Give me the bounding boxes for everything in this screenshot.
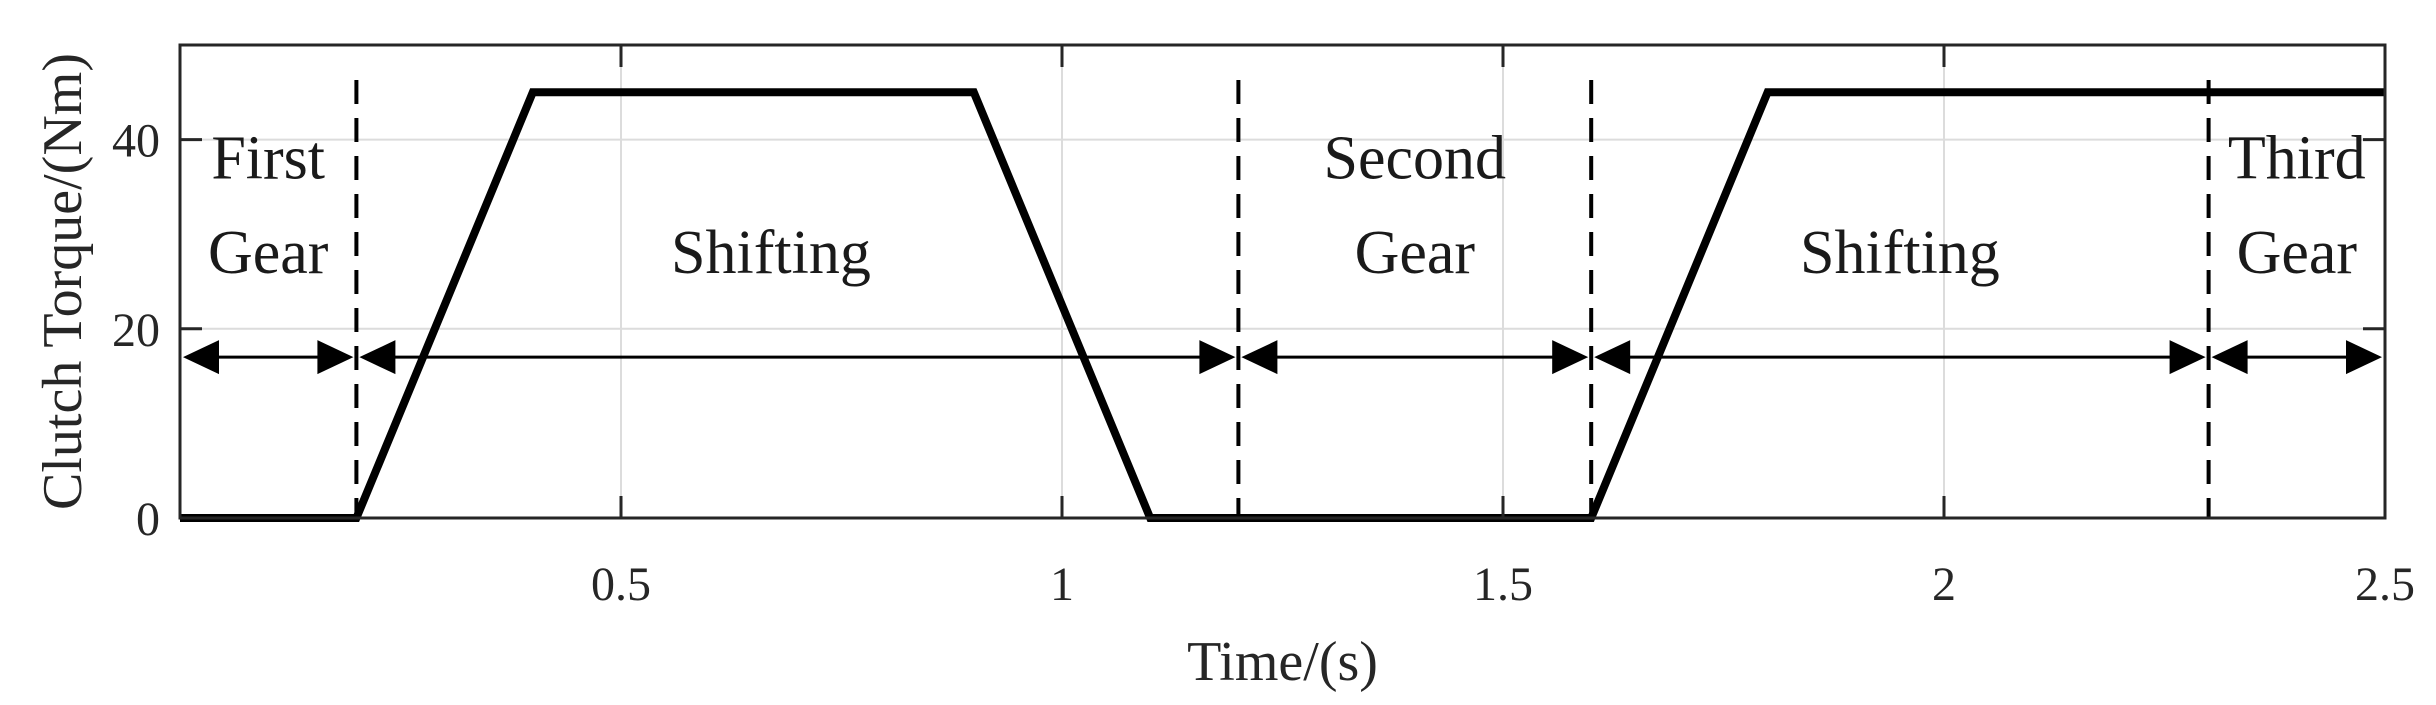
axis-ticks: 0.5 1 1.5 2 2.5 0 20 40 [112,45,2415,611]
arrow-head-right [1199,340,1236,375]
x-tick-label: 0.5 [591,558,651,611]
phase-label: Gear [1355,219,1476,287]
phase-arrow [1594,340,2206,375]
y-axis-label: Clutch Torque/(Nm) [32,53,94,510]
series-line [180,88,2385,522]
phase-arrow [183,340,354,375]
x-tick-label: 1 [1050,558,1074,611]
phase-label: Shifting [671,219,871,287]
phase-label: Shifting [1800,219,2000,287]
arrow-head-right [2169,340,2206,375]
phase-label: Gear [208,219,329,287]
series-layer [180,88,2385,522]
phase-arrow [2211,340,2382,375]
arrow-head-right [1552,340,1589,375]
x-tick-label: 1.5 [1473,558,1533,611]
arrow-head-left [1241,340,1278,375]
arrow-head-left [1594,340,1631,375]
phase-arrow [1241,340,1589,375]
phase-annotations: First Gear Shifting Second Gear Shifting Third… [208,125,2366,288]
arrow-head-left [183,340,219,375]
phase-dividers [354,80,2211,518]
arrow-head-left [2211,340,2248,375]
x-tick-label: 2 [1932,558,1956,611]
phase-label: Gear [2237,219,2358,287]
plot-frame [178,43,2387,520]
x-axis-label: Time/(s) [1187,631,1378,693]
phase-label: First [211,125,325,193]
phase-arrow [359,340,1236,375]
arrow-head-right [317,340,354,375]
y-tick-label: 40 [112,115,160,168]
phase-label: Third [2228,125,2366,193]
y-tick-label: 0 [136,493,160,546]
arrow-head-right [2346,340,2382,375]
y-tick-label: 20 [112,304,160,357]
x-tick-label: 2.5 [2355,558,2415,611]
phase-arrows [183,340,2382,375]
arrow-head-left [359,340,396,375]
phase-label: Second [1324,125,1507,193]
